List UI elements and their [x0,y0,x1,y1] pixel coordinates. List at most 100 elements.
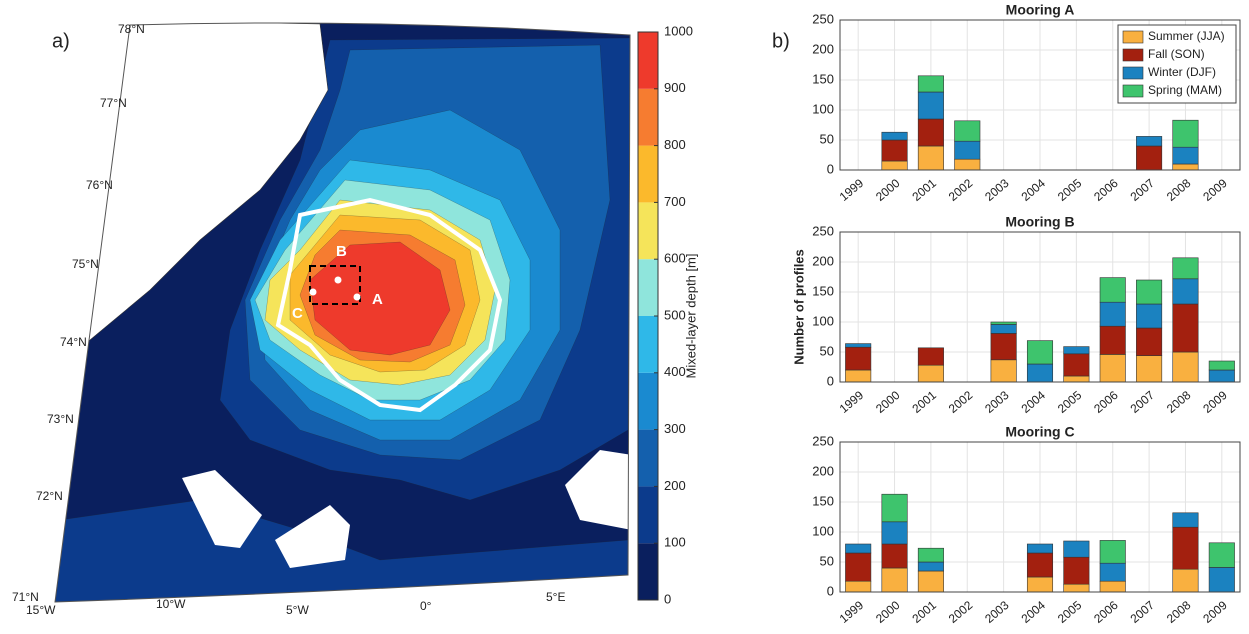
x-tick-label: 2009 [1200,176,1230,204]
x-tick-label: 2001 [909,388,939,416]
x-tick-label: 2005 [1055,388,1085,416]
colorbar-tick-label: 100 [664,535,686,550]
bar [954,140,981,160]
colorbar-swatch [638,32,658,89]
x-tick-label: 2002 [946,388,976,416]
x-tick-label: 1999 [837,598,867,626]
bar [1136,279,1163,305]
colorbar-tick-label: 1000 [664,23,693,38]
x-tick-label: 1999 [837,176,867,204]
bar [1063,556,1090,585]
legend-swatch [1122,30,1144,44]
bar [1099,540,1126,564]
bar [1063,375,1090,383]
bar [1099,325,1126,355]
bar [1136,327,1163,356]
land [275,505,350,568]
bar [881,160,908,171]
bar [881,493,908,523]
bar [845,552,872,582]
colorbar-tick-label: 300 [664,421,686,436]
colorbar-swatch [638,372,658,430]
bar [845,369,872,383]
x-tick-label: 2006 [1091,388,1121,416]
colorbar-tick-label: 400 [664,364,686,379]
colorbar-tick-label: 200 [664,478,686,493]
colorbar-swatch [638,316,658,373]
bar [917,547,944,563]
mooring-dot [309,288,317,296]
x-tick-label: 2008 [1164,388,1194,416]
bar [1172,278,1199,305]
lat-label: 78°N [118,22,145,36]
mooring-label: C [292,305,303,322]
bar [1063,540,1090,558]
legend-swatch [1122,84,1144,98]
bar [1136,145,1163,171]
chart-title: Mooring A [1006,2,1075,18]
x-tick-label: 2007 [1128,598,1158,626]
box [309,265,361,305]
legend-label: Spring (MAM) [1148,83,1222,97]
y-tick-label: 200 [812,41,834,56]
bar [845,346,872,371]
bar [1099,354,1126,383]
legend-swatch [1122,48,1144,62]
x-tick-label: 2000 [873,176,903,204]
bar [881,521,908,545]
x-tick-label: 2007 [1128,388,1158,416]
bar [1172,351,1199,383]
map [55,22,630,603]
colorbar-swatch [638,543,658,600]
bar [1026,552,1054,578]
x-tick-label: 2003 [982,388,1012,416]
bar [1026,363,1054,383]
colorbar-tick-label: 600 [664,251,686,266]
bar [1063,353,1090,377]
y-axis-label: Number of profiles [791,249,806,365]
bar [990,359,1017,383]
bar [1172,119,1199,148]
y-tick-label: 100 [812,101,834,116]
bar [1208,369,1235,383]
y-tick-label: 150 [812,283,834,298]
x-tick-label: 2004 [1019,598,1049,626]
land [182,470,262,548]
bar [1208,567,1235,593]
axes-frame [839,19,1241,171]
x-tick-label: 2002 [946,598,976,626]
colorbar-swatch [638,202,658,260]
x-tick-label: 2000 [873,598,903,626]
bar [917,364,944,383]
colorbar-tick-label: 800 [664,137,686,152]
bar [1172,146,1199,165]
bar [990,324,1017,334]
bar [845,543,872,554]
bar [881,131,908,141]
bar [1063,346,1090,355]
bar [1172,568,1199,593]
bar [1172,512,1199,528]
y-tick-label: 100 [812,523,834,538]
colorbar-swatch [638,88,658,146]
y-tick-label: 150 [812,493,834,508]
bar [917,118,944,147]
bar [990,321,1017,325]
bar [1172,303,1199,353]
lat-label: 75°N [72,257,99,271]
legend-label: Winter (DJF) [1148,65,1216,79]
x-tick-label: 2005 [1055,176,1085,204]
lat-label: 73°N [47,412,74,426]
bar [1099,277,1126,303]
bar [917,91,944,120]
bar [1136,136,1163,147]
bar [917,145,944,171]
bar [1208,542,1235,568]
lat-label: 72°N [36,489,63,503]
lon-label: 10°W [156,597,186,611]
lat-label: 71°N [12,590,39,604]
bar [1099,301,1126,327]
bar [845,343,872,348]
x-tick-label: 2001 [909,176,939,204]
